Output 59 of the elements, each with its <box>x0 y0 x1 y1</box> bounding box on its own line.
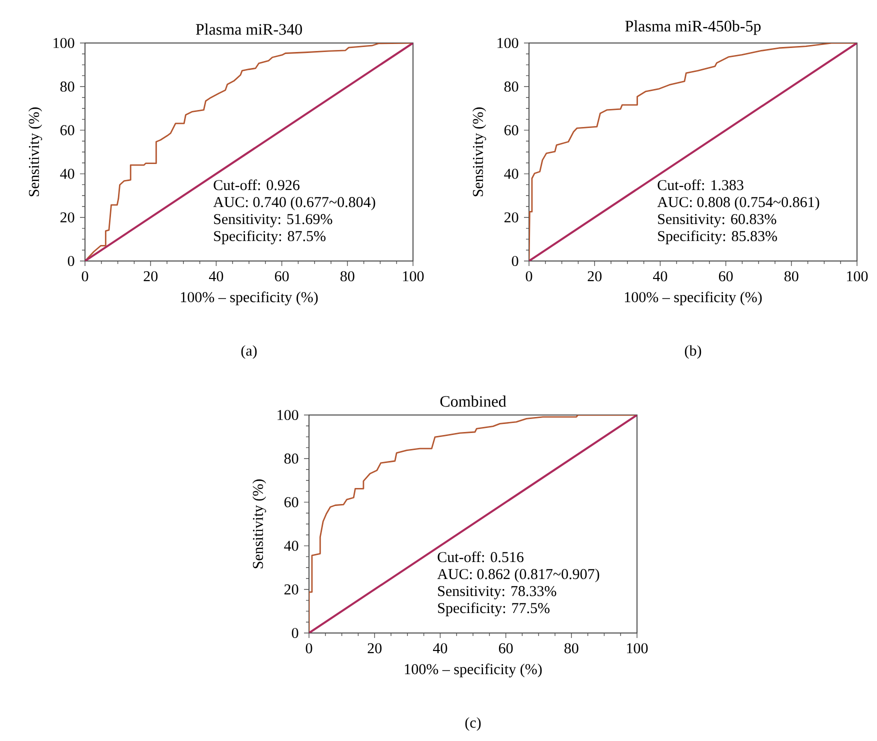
annotation: Cut-off: 0.516 <box>438 551 524 562</box>
annotation: AUC: 0.808 (0.754~0.861) <box>657 196 820 210</box>
x-axis-title: 100% – specificity (%) <box>180 292 318 306</box>
annotation: Cut-off: 1.383 <box>658 179 744 190</box>
annotation: Sensitivity: 78.33% <box>438 586 556 600</box>
x-tick-label: 100 <box>627 643 648 654</box>
y-axis-title: Sensitivity (%) <box>28 107 42 196</box>
x-tick-label: 100 <box>847 271 868 282</box>
y-tick-label: 60 <box>504 125 518 136</box>
x-tick-label: 0 <box>306 643 312 654</box>
y-tick-label: 60 <box>60 125 74 136</box>
annotation: Specificity: 77.5% <box>438 602 550 616</box>
y-tick-label: 100 <box>498 38 518 48</box>
y-tick-label: 40 <box>60 168 74 179</box>
x-tick-label: 40 <box>209 271 224 282</box>
x-tick-label: 100 <box>403 271 424 282</box>
x-tick-label: 40 <box>433 643 448 654</box>
text: (b) <box>684 345 702 359</box>
chart-title: Plasma miR-340 <box>196 24 302 35</box>
annotation: Sensitivity: 60.83% <box>658 214 776 228</box>
x-tick-label: 80 <box>784 271 798 282</box>
x-tick-label: 20 <box>368 643 382 654</box>
y-tick-label: 0 <box>68 256 74 266</box>
chart-title: Combined <box>440 396 506 407</box>
chart-title: Plasma miR-450b-5p <box>625 20 761 35</box>
x-tick-label: 0 <box>526 271 532 282</box>
x-tick-label: 20 <box>144 271 158 282</box>
annotation: Specificity: 87.5% <box>214 230 326 244</box>
y-tick-label: 0 <box>292 628 298 638</box>
y-tick-label: 60 <box>284 497 298 508</box>
y-tick-label: 20 <box>284 584 298 594</box>
y-tick-label: 80 <box>504 82 518 92</box>
y-tick-label: 100 <box>54 38 74 48</box>
y-tick-label: 20 <box>60 212 74 222</box>
y-tick-label: 80 <box>60 82 74 92</box>
x-tick-label: 40 <box>653 271 668 282</box>
x-tick-label: 20 <box>588 271 602 282</box>
y-tick-label: 40 <box>284 540 298 551</box>
x-tick-label: 80 <box>340 271 354 282</box>
y-tick-label: 0 <box>512 256 518 266</box>
x-tick-label: 60 <box>274 271 289 282</box>
y-tick-label: 20 <box>504 212 518 222</box>
x-tick-label: 80 <box>564 643 578 654</box>
y-tick-label: 40 <box>504 168 518 179</box>
text: (c) <box>465 717 481 731</box>
text: (a) <box>241 345 257 359</box>
x-axis-title: 100% – specificity (%) <box>624 292 762 306</box>
y-axis-title: Sensitivity (%) <box>252 479 266 568</box>
y-tick-label: 80 <box>284 454 298 464</box>
x-axis-title: 100% – specificity (%) <box>404 664 542 678</box>
x-tick-label: 0 <box>82 271 88 282</box>
annotation: Sensitivity: 51.69% <box>214 214 332 228</box>
y-tick-label: 100 <box>278 410 298 420</box>
annotation: Cut-off: 0.926 <box>214 179 300 190</box>
annotation: AUC: 0.740 (0.677~0.804) <box>213 196 376 210</box>
annotation: Specificity: 85.83% <box>658 230 778 244</box>
annotation: AUC: 0.862 (0.817~0.907) <box>437 568 600 582</box>
x-tick-label: 60 <box>718 271 733 282</box>
y-axis-title: Sensitivity (%) <box>472 107 486 196</box>
